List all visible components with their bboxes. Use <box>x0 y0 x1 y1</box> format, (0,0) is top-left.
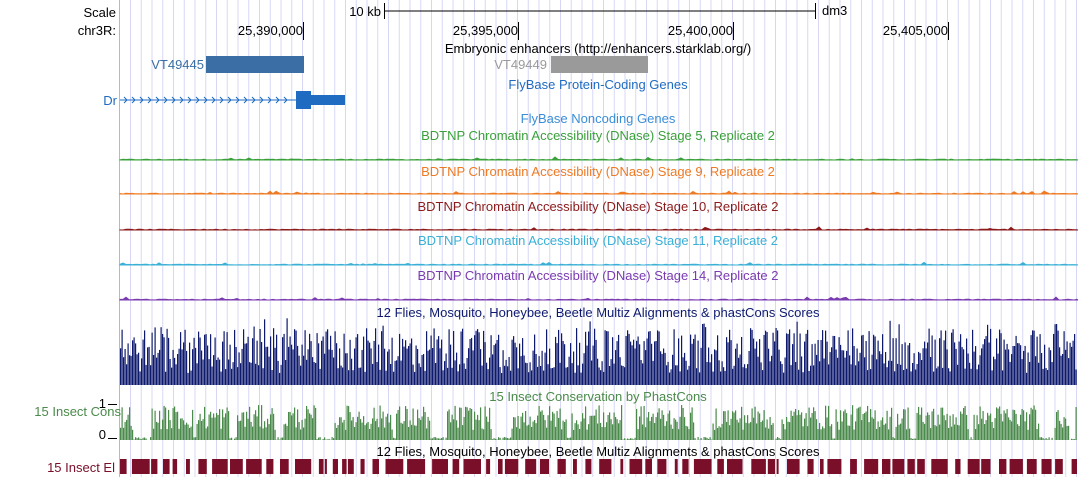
conserved-elements-track[interactable] <box>120 459 1077 474</box>
cons-track-title[interactable]: 15 Insect Conservation by PhastCons <box>489 389 707 404</box>
position-ticks <box>303 22 949 40</box>
position-grid <box>130 0 1077 477</box>
elements-track-title[interactable]: 12 Flies, Mosquito, Honeybee, Beetle Mul… <box>376 444 820 459</box>
enhancer-vt49445-block[interactable] <box>206 56 304 73</box>
elements-side-label[interactable]: 15 Insect El <box>47 460 115 475</box>
dnase-stage10-title[interactable]: BDTNP Chromatin Accessibility (DNase) St… <box>417 199 779 214</box>
assembly-label: dm3 <box>822 3 848 18</box>
position-label-2: 25,395,000 <box>452 23 518 38</box>
enhancers-track-title[interactable]: Embryonic enhancers (http://enhancers.st… <box>444 41 752 56</box>
gene-dr-label[interactable]: Dr <box>103 93 117 108</box>
dnase-stage11-signal[interactable] <box>119 261 1078 266</box>
dnase-stage5-title[interactable]: BDTNP Chromatin Accessibility (DNase) St… <box>421 128 775 143</box>
position-label-1: 25,390,000 <box>237 23 303 38</box>
dnase-stage11-title[interactable]: BDTNP Chromatin Accessibility (DNase) St… <box>417 233 779 248</box>
scale-bar-label: 10 kb <box>349 4 381 19</box>
cons-axis-min: 0 <box>98 427 106 442</box>
enhancer-vt49449-label[interactable]: VT49449 <box>494 57 547 72</box>
phastcons-graph[interactable] <box>120 405 1077 440</box>
noncoding-track-title[interactable]: FlyBase Noncoding Genes <box>520 111 676 126</box>
chrom-label: chr3R: <box>77 23 116 38</box>
gene-dr-model[interactable] <box>120 91 345 109</box>
dnase-stage14-signal[interactable] <box>119 296 1078 301</box>
dnase-stage10-signal[interactable] <box>119 226 1078 231</box>
multiz-conservation-graph[interactable] <box>120 318 1077 385</box>
cons-side-label[interactable]: 15 Insect Cons <box>34 404 121 419</box>
dnase-stage14-title[interactable]: BDTNP Chromatin Accessibility (DNase) St… <box>417 268 779 283</box>
multiz-track-title[interactable]: 12 Flies, Mosquito, Honeybee, Beetle Mul… <box>376 305 820 320</box>
enhancer-vt49449-block[interactable] <box>551 56 648 73</box>
scale-bar <box>384 3 816 19</box>
dnase-stage5-signal[interactable] <box>119 156 1078 161</box>
cons-axis-max: 1 <box>98 396 106 411</box>
scale-label: Scale <box>83 5 116 20</box>
position-label-3: 25,400,000 <box>667 23 733 38</box>
dnase-stage9-title[interactable]: BDTNP Chromatin Accessibility (DNase) St… <box>421 164 775 179</box>
position-label-4: 25,405,000 <box>882 23 948 38</box>
dnase-stage9-signal[interactable] <box>119 190 1078 195</box>
enhancer-vt49445-label[interactable]: VT49445 <box>151 57 204 72</box>
protein-coding-track-title[interactable]: FlyBase Protein-Coding Genes <box>508 77 688 92</box>
